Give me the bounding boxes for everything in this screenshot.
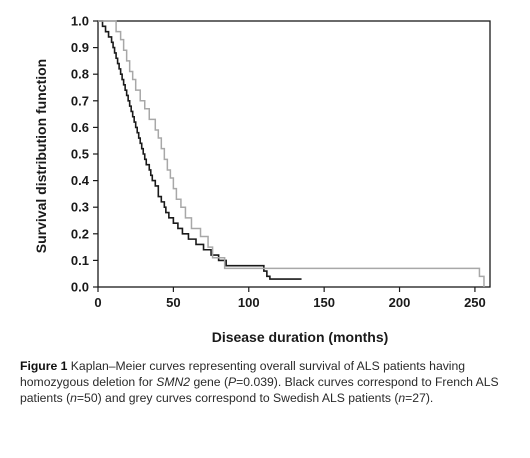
caption-text-3: =50) and grey curves correspond to Swedi… (76, 391, 399, 405)
p-value: =0.039). Black curves correspond to Fren… (20, 375, 499, 405)
y-tick-label: 0.3 (71, 200, 89, 215)
ticks-layer: 0 50 100 150 200 250 0.0 0.1 0.2 0.3 0.4 0.5 0.6 0.7 0… (71, 14, 486, 311)
x-tick-label: 150 (313, 295, 335, 310)
chart: 0 50 100 150 200 250 0.0 0.1 0.2 0.3 0.4 0.5 0.6 0.7 0… (33, 14, 491, 345)
y-tick-label: 0.6 (71, 120, 89, 135)
y-tick-label: 0.7 (71, 93, 89, 108)
x-tick-label: 0 (94, 295, 101, 310)
y-tick-label: 0.8 (71, 67, 89, 82)
figure-caption: Figure 1 Kaplan–Meier curves representin… (20, 358, 520, 406)
x-tick-label: 200 (389, 295, 411, 310)
x-tick-label: 50 (166, 295, 180, 310)
y-tick-label: 0.2 (71, 226, 89, 241)
caption-text-4: =27). (405, 391, 434, 405)
figure-label: Figure 1 (20, 359, 68, 373)
swedish-survival-curve (98, 20, 485, 287)
x-tick-label: 250 (464, 295, 486, 310)
kaplan-meier-chart: 0 50 100 150 200 250 0.0 0.1 0.2 0.3 0.4 0.5 0.6 0.7 0… (33, 14, 491, 345)
y-tick-label: 0.5 (71, 147, 89, 162)
x-tick-label: 100 (238, 295, 260, 310)
gene-name: SMN2 (156, 375, 191, 389)
y-tick-label: 0.0 (71, 280, 89, 295)
y-tick-label: 1.0 (71, 14, 89, 29)
n-symbol-french: n (70, 391, 77, 405)
x-axis-label: Disease duration (months) (212, 329, 389, 345)
y-tick-label: 0.1 (71, 253, 89, 268)
plot-frame (97, 20, 491, 288)
axes (97, 20, 491, 288)
y-tick-label: 0.4 (71, 173, 90, 188)
french-survival-curve (98, 20, 302, 280)
y-axis-label: Survival distribution function (33, 59, 49, 253)
caption-text-2: gene ( (193, 375, 229, 389)
n-symbol-swedish: n (398, 391, 406, 405)
caption-text-1: Kaplan–Meier curves representing overall… (20, 359, 466, 389)
y-tick-label: 0.9 (71, 40, 89, 55)
series-layer (98, 20, 485, 287)
p-symbol: P (228, 375, 237, 389)
